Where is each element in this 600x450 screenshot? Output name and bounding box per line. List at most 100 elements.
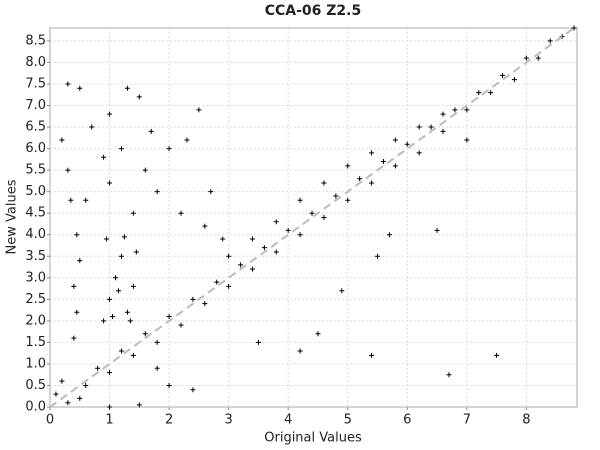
point xyxy=(95,365,101,371)
point xyxy=(130,352,136,358)
y-tick-label: 1.5 xyxy=(25,335,46,350)
point xyxy=(249,266,255,272)
point xyxy=(178,322,184,328)
x-tick-label: 6 xyxy=(403,413,411,428)
point xyxy=(133,249,139,255)
point xyxy=(113,275,119,281)
point xyxy=(68,197,74,203)
point xyxy=(321,215,327,220)
y-tick-label: 3.5 xyxy=(25,249,46,264)
point xyxy=(386,232,392,238)
point xyxy=(249,236,255,242)
point xyxy=(416,124,422,130)
point xyxy=(369,150,375,156)
y-tick-label: 7.0 xyxy=(25,98,46,113)
point xyxy=(154,189,160,195)
point xyxy=(118,348,124,354)
point xyxy=(74,309,80,315)
point xyxy=(166,146,172,152)
point xyxy=(196,107,202,113)
point xyxy=(130,283,136,289)
point xyxy=(110,314,116,320)
point xyxy=(130,210,136,216)
point xyxy=(89,124,95,130)
y-tick-label: 5.5 xyxy=(25,163,46,178)
point xyxy=(380,159,386,165)
point xyxy=(297,197,303,203)
point xyxy=(535,55,541,61)
point xyxy=(166,382,172,388)
point xyxy=(255,339,261,345)
point xyxy=(446,372,452,378)
plot-border xyxy=(49,27,578,408)
x-tick-label: 5 xyxy=(344,413,352,428)
point xyxy=(357,176,363,182)
x-tick-label: 4 xyxy=(284,413,292,428)
point xyxy=(142,331,148,337)
point xyxy=(571,25,577,31)
point xyxy=(115,288,121,294)
y-tick-label: 3.0 xyxy=(25,270,46,285)
point xyxy=(226,253,232,259)
y-tick-label: 7.5 xyxy=(25,76,46,91)
point xyxy=(142,167,148,173)
point xyxy=(107,180,113,186)
point xyxy=(404,141,410,147)
point xyxy=(127,318,133,324)
point xyxy=(440,128,446,134)
point xyxy=(273,219,279,225)
point xyxy=(107,296,113,302)
y-tick-label: 0.0 xyxy=(25,400,46,415)
point xyxy=(107,404,113,410)
point xyxy=(190,296,196,302)
point xyxy=(214,279,220,285)
y-tick-label: 1.0 xyxy=(25,356,46,371)
y-tick-label: 5.0 xyxy=(25,184,46,199)
x-axis-label: Original Values xyxy=(264,431,362,446)
point xyxy=(494,352,500,358)
x-tick-label: 8 xyxy=(522,413,530,428)
point xyxy=(309,210,315,216)
point xyxy=(118,146,124,152)
point xyxy=(321,180,327,186)
point xyxy=(488,90,494,96)
point xyxy=(273,249,279,255)
point xyxy=(285,227,291,233)
point xyxy=(184,137,190,143)
point xyxy=(369,180,375,186)
y-tick-label: 8.5 xyxy=(25,33,46,48)
point xyxy=(238,262,244,268)
y-tick-label: 6.5 xyxy=(25,120,46,135)
y-tick-label: 6.0 xyxy=(25,141,46,156)
point xyxy=(59,137,65,143)
point xyxy=(369,352,375,358)
point xyxy=(511,77,517,83)
point xyxy=(464,137,470,143)
y-tick-label: 0.5 xyxy=(25,378,46,393)
point xyxy=(315,331,321,337)
point xyxy=(392,137,398,143)
point xyxy=(77,258,83,264)
point xyxy=(392,163,398,169)
point xyxy=(83,197,89,203)
point xyxy=(434,227,440,233)
reference-line xyxy=(49,27,575,408)
chart-title: CCA-06 Z2.5 xyxy=(265,3,362,19)
point xyxy=(202,223,208,229)
point xyxy=(136,94,142,100)
point xyxy=(202,301,208,307)
point xyxy=(77,395,83,401)
point xyxy=(345,197,351,203)
point xyxy=(65,81,71,87)
point xyxy=(220,236,226,242)
x-tick-label: 7 xyxy=(463,413,471,428)
point xyxy=(53,391,59,397)
point xyxy=(166,314,172,320)
point xyxy=(74,232,80,238)
point xyxy=(297,232,303,238)
point xyxy=(500,72,506,78)
point xyxy=(104,236,110,242)
